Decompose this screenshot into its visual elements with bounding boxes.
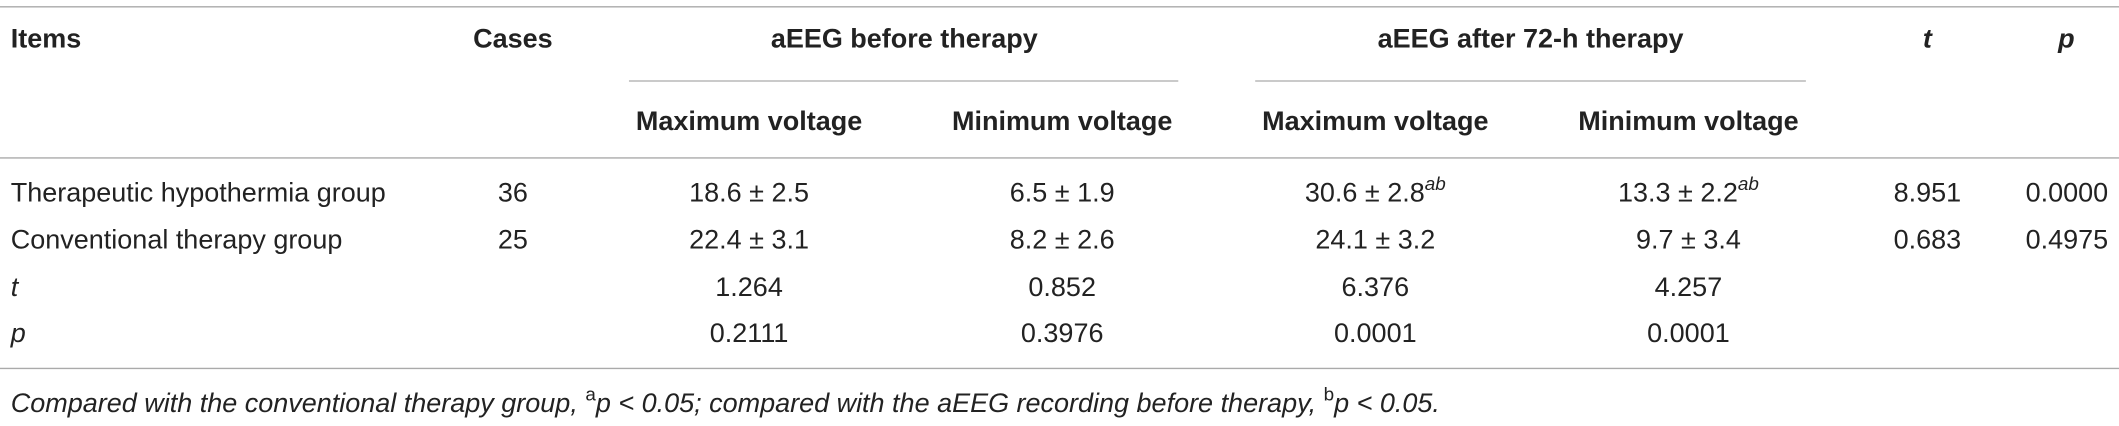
cell: 0.852	[1028, 272, 1096, 302]
cell: Conventional therapy group	[11, 225, 343, 255]
header-items: Items	[11, 24, 82, 54]
cell: 6.5 ± 1.9	[1010, 177, 1115, 207]
header-group: aEEG after 72-h therapy	[1378, 24, 1684, 54]
footnote-text: p < 0.05; compared with the aEEG recordi…	[595, 388, 1324, 418]
subheader: Minimum voltage	[1578, 106, 1798, 136]
cell: 6.376	[1342, 272, 1410, 302]
cell: 0.0001	[1334, 318, 1417, 348]
footnote-superscript: b	[1324, 384, 1335, 405]
cell: 4.257	[1655, 272, 1723, 302]
cell: 13.3 ± 2.2ab	[1618, 174, 1759, 208]
header-p: p	[2057, 24, 2074, 54]
cell: p	[10, 318, 26, 348]
cell: 22.4 ± 3.1	[689, 225, 809, 255]
cell-value: 13.3 ± 2.2	[1618, 177, 1738, 207]
cell: 0.2111	[710, 318, 789, 348]
cell: 0.0001	[1647, 318, 1730, 348]
cell: 1.264	[715, 272, 783, 302]
header-cases: Cases	[473, 24, 553, 54]
subheader: Minimum voltage	[952, 106, 1172, 136]
cell: 8.2 ± 2.6	[1010, 225, 1115, 255]
cell: 0.683	[1894, 225, 1962, 255]
cell: 24.1 ± 3.2	[1315, 225, 1435, 255]
footnote-superscript: a	[585, 384, 596, 405]
subheader: Maximum voltage	[636, 106, 862, 136]
cell-superscript: ab	[1425, 174, 1446, 195]
footnote-text: Compared with the conventional therapy g…	[11, 388, 586, 418]
cell: 18.6 ± 2.5	[689, 177, 809, 207]
cell: t	[11, 272, 20, 302]
cell: 25	[498, 225, 528, 255]
header-group: aEEG before therapy	[771, 24, 1038, 54]
cell: Therapeutic hypothermia group	[11, 177, 386, 207]
footnote-text: p < 0.05.	[1333, 388, 1440, 418]
cell: 0.4975	[2026, 225, 2109, 255]
footnote: Compared with the conventional therapy g…	[11, 384, 1440, 418]
cell: 36	[498, 177, 528, 207]
cell: 0.3976	[1021, 318, 1104, 348]
subheader: Maximum voltage	[1262, 106, 1488, 136]
cell: 8.951	[1894, 177, 1962, 207]
cell: 30.6 ± 2.8ab	[1305, 174, 1446, 208]
cell-superscript: ab	[1738, 174, 1759, 195]
header-t: t	[1923, 24, 1933, 54]
cell: 0.0000	[2026, 177, 2109, 207]
cell: 9.7 ± 3.4	[1636, 225, 1741, 255]
cell-value: 30.6 ± 2.8	[1305, 177, 1425, 207]
